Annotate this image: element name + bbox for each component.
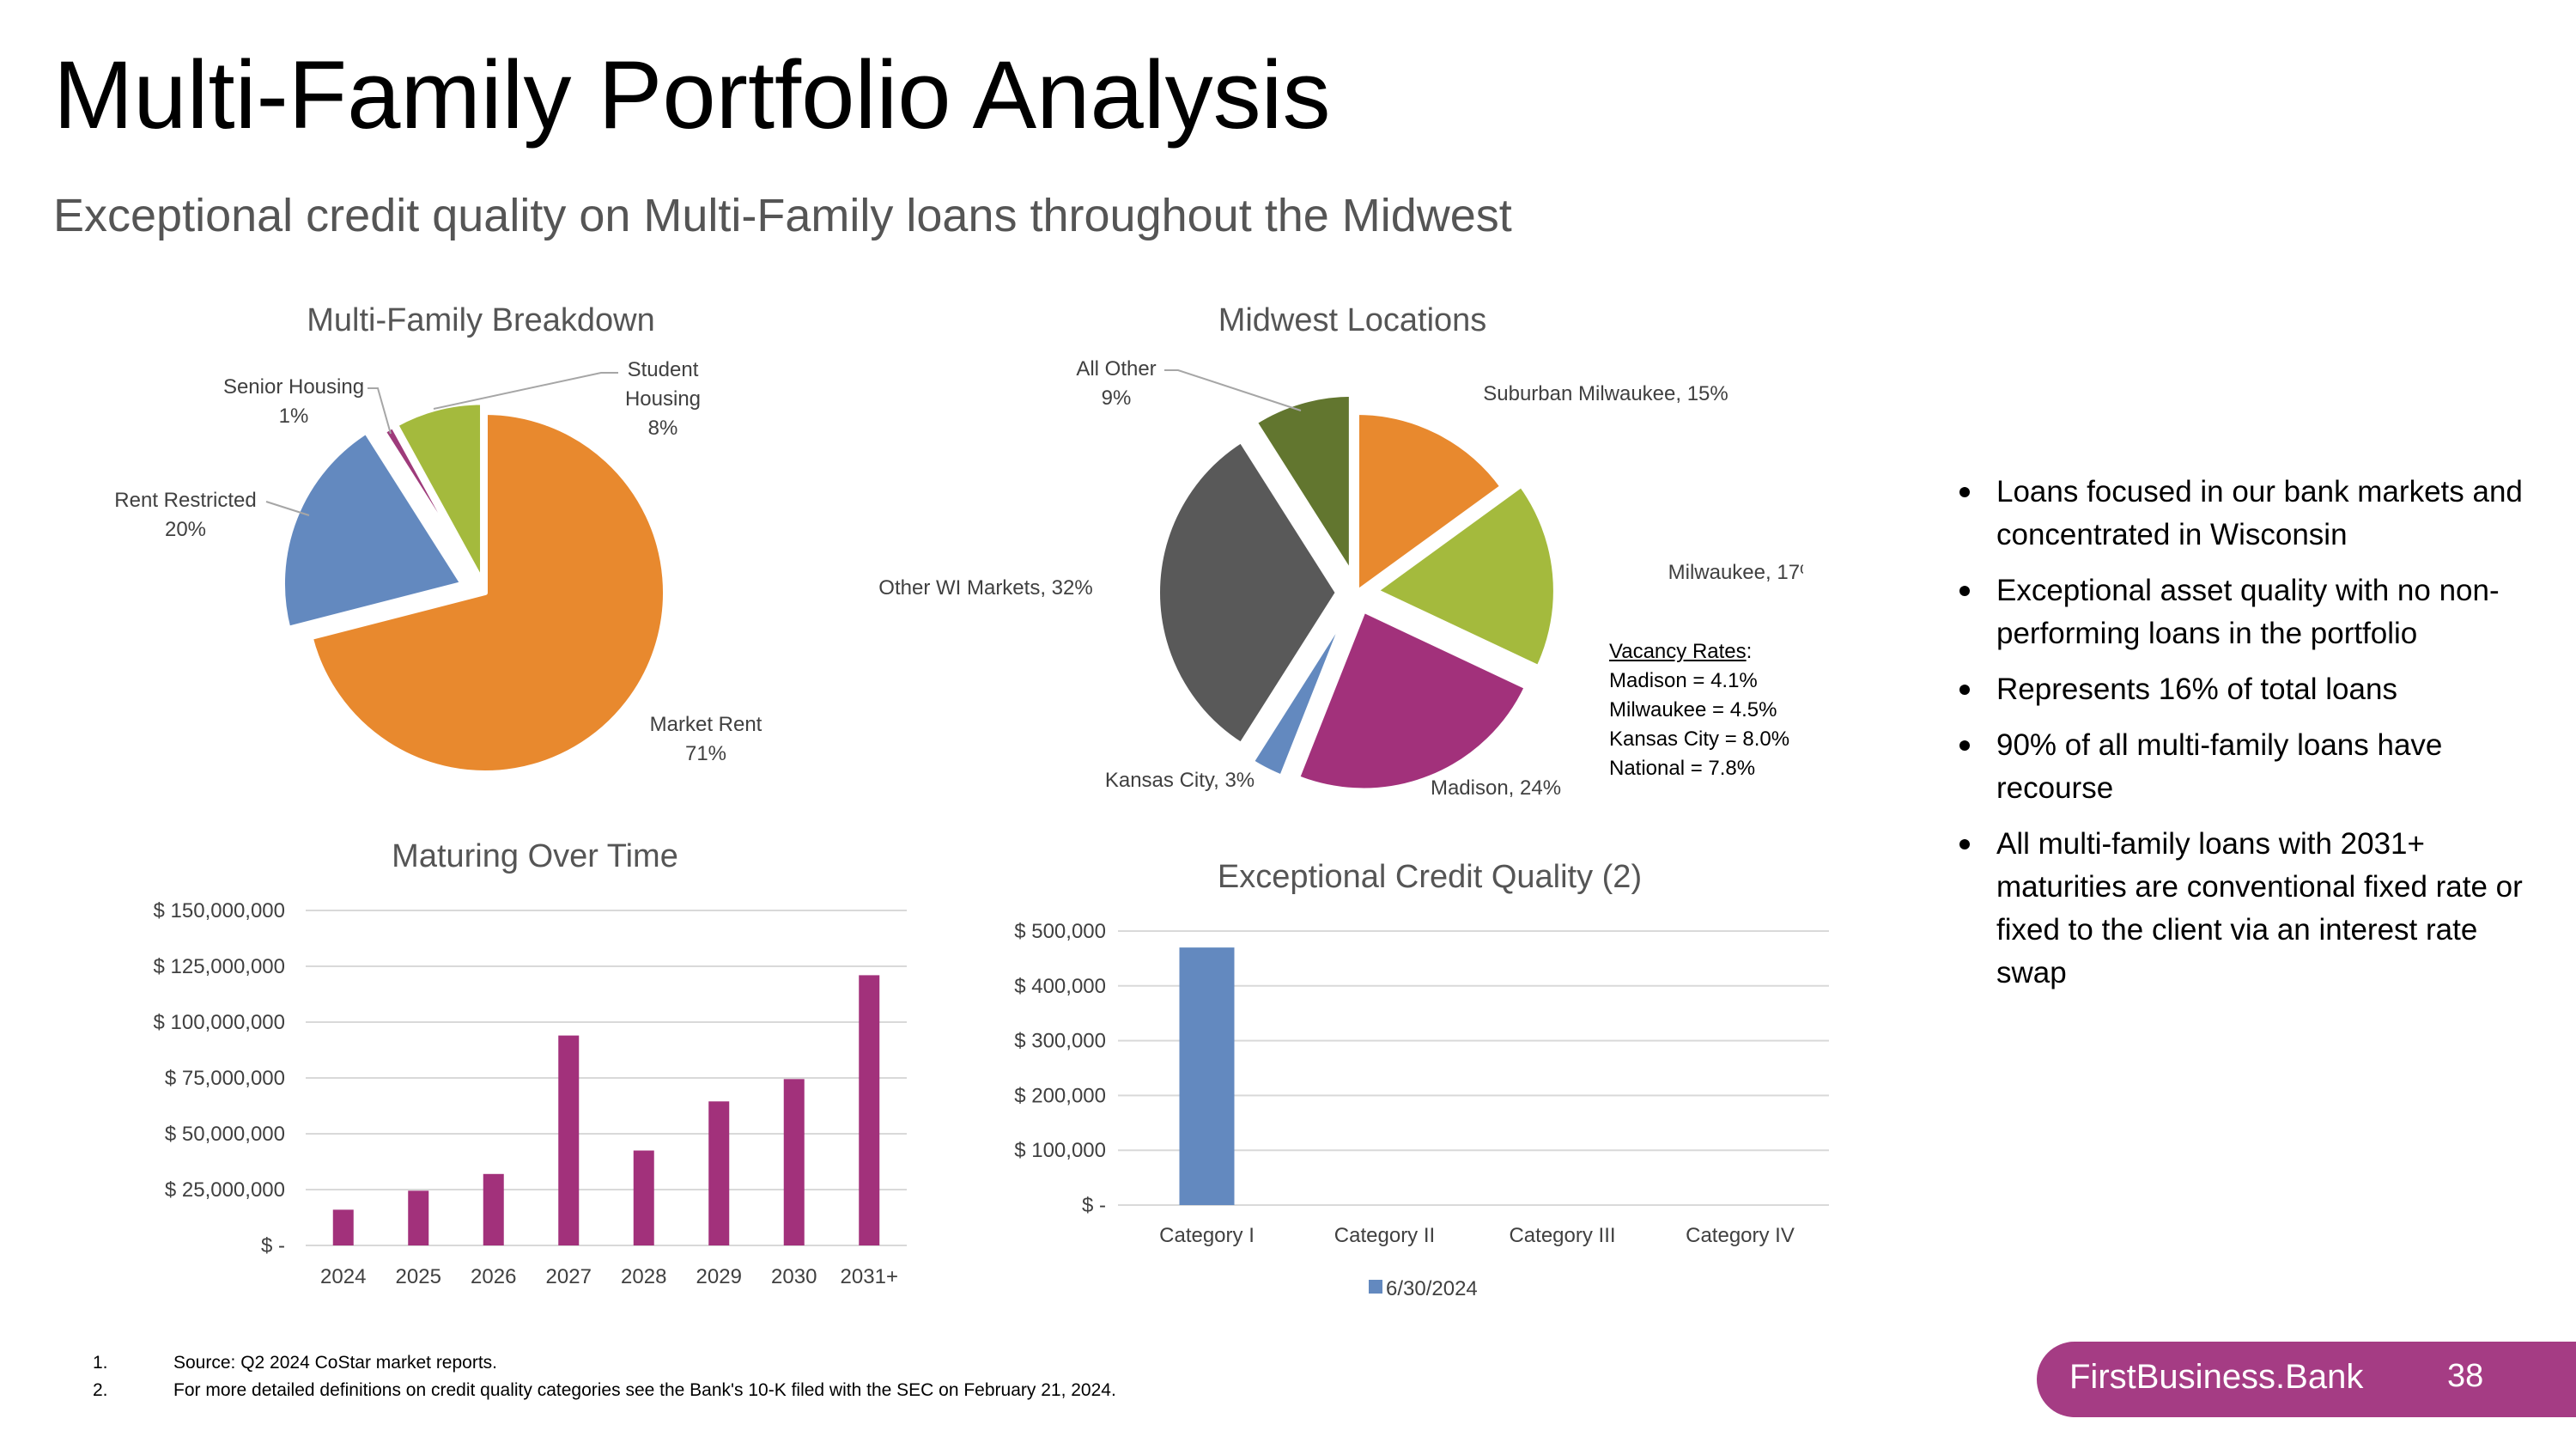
pie-data-label: 20% xyxy=(165,518,206,541)
pie-slice-market-rent xyxy=(307,410,668,776)
page-subtitle: Exceptional credit quality on Multi-Fami… xyxy=(53,190,1512,241)
pie-data-label: All Other xyxy=(1076,357,1156,381)
pie-data-label: Student xyxy=(628,358,699,381)
y-tick-label: $ 75,000,000 xyxy=(165,1067,285,1090)
x-tick-label: 2028 xyxy=(621,1265,666,1288)
bullet-dot-icon xyxy=(1959,487,1970,497)
y-tick-label: $ 200,000 xyxy=(1014,1084,1106,1107)
vacancy-line: Kansas City = 8.0% xyxy=(1609,728,1790,751)
y-tick-label: $ 25,000,000 xyxy=(165,1178,285,1202)
y-tick-label: $ 50,000,000 xyxy=(165,1123,285,1146)
page-number: 38 xyxy=(2447,1358,2484,1394)
pie-data-label: Housing xyxy=(625,387,701,411)
y-tick-label: $ 300,000 xyxy=(1014,1030,1106,1053)
pie-data-label: Suburban Milwaukee, 15% xyxy=(1483,382,1728,405)
x-tick-label: 2031+ xyxy=(841,1265,898,1288)
x-tick-label: Category II xyxy=(1334,1224,1435,1247)
pie-data-label: Milwaukee, 17% xyxy=(1668,561,1803,584)
bullet-dot-icon xyxy=(1959,685,1970,695)
bullet-dot-icon xyxy=(1959,740,1970,751)
bar-2025 xyxy=(408,1190,429,1245)
legend-label: 6/30/2024 xyxy=(1386,1277,1478,1300)
brand-bar: FirstBusiness.Bank 38 xyxy=(2037,1342,2576,1417)
vacancy-line: National = 7.8% xyxy=(1609,757,1756,780)
y-tick-label: $ - xyxy=(261,1234,285,1257)
pie-data-label: Market Rent xyxy=(650,713,762,736)
bar-category-i xyxy=(1179,947,1235,1205)
legend-swatch xyxy=(1369,1280,1382,1294)
y-tick-label: $ 500,000 xyxy=(1014,920,1106,943)
vacancy-line: Madison = 4.1% xyxy=(1609,669,1758,692)
brand-logo: FirstBusiness.Bank xyxy=(2069,1358,2364,1396)
pie-slice-milwaukee xyxy=(1372,482,1558,671)
footnotes: 1. Source: Q2 2024 CoStar market reports.… xyxy=(93,1349,1116,1404)
pie-data-label: 8% xyxy=(648,417,678,440)
bar-2028 xyxy=(633,1150,654,1245)
pie-data-label: 1% xyxy=(279,405,309,428)
x-tick-label: Category IV xyxy=(1686,1224,1795,1247)
x-tick-label: 2024 xyxy=(320,1265,366,1288)
bar1-title: Maturing Over Time xyxy=(392,838,678,874)
bar-2029 xyxy=(708,1101,730,1245)
pie2-title: Midwest Locations xyxy=(1218,302,1487,338)
key-points: Loans focused in our bank markets and co… xyxy=(1958,471,2524,1008)
pie-slice-all-other xyxy=(1252,391,1354,577)
pie-data-label: Other WI Markets, 32% xyxy=(878,576,1092,600)
pie-slice-rent-restricted xyxy=(280,429,465,631)
pie-slice-other-wi-markets xyxy=(1155,437,1340,748)
y-tick-label: $ 125,000,000 xyxy=(154,955,285,978)
bar-2024 xyxy=(332,1209,354,1245)
leader-line xyxy=(1164,369,1302,411)
vacancy-line: Milwaukee = 4.5% xyxy=(1609,698,1777,721)
pie-slice-senior-housing xyxy=(380,423,483,587)
footnote: 2. For more detailed definitions on credi… xyxy=(93,1380,1116,1400)
credit-quality-chart: $ - $ 100,000 $ 200,000 $ 300,000 $ 400,000 $… xyxy=(1014,920,1829,1300)
x-tick-label: 2025 xyxy=(396,1265,441,1288)
pie1-title: Multi-Family Breakdown xyxy=(307,302,655,338)
y-tick-label: $ 400,000 xyxy=(1014,975,1106,998)
bullet-dot-icon xyxy=(1959,839,1970,849)
pie-data-label: Madison, 24% xyxy=(1431,776,1561,800)
bullet-item: Represents 16% of total loans xyxy=(1958,668,2524,711)
bullet-dot-icon xyxy=(1959,586,1970,596)
midwest-locations-chart: Suburban Milwaukee, 15% Milwaukee, 17% Mad… xyxy=(878,357,1803,800)
leader-line xyxy=(265,501,310,516)
vacancy-heading: Vacancy Rates xyxy=(1609,640,1747,663)
bullet-item: Loans focused in our bank markets and co… xyxy=(1958,471,2524,557)
footnote: 1. Source: Q2 2024 CoStar market reports. xyxy=(93,1353,498,1373)
leader-line xyxy=(368,387,392,435)
pie-slice-madison xyxy=(1294,607,1530,794)
maturing-over-time-chart: $ - $ 25,000,000 $ 50,000,000 $ 75,000,000 $… xyxy=(154,899,907,1288)
bullet-item: Exceptional asset quality with no non-pe… xyxy=(1958,569,2524,655)
pie-slice-kansas-city xyxy=(1249,606,1352,780)
pie-data-label: Rent Restricted xyxy=(114,489,256,512)
bar-2027 xyxy=(558,1035,580,1245)
vacancy-rates-box: Vacancy Rates: Madison = 4.1% Milwaukee … xyxy=(1609,637,1789,783)
leader-line xyxy=(433,372,618,410)
pie-data-label: Kansas City, 3% xyxy=(1105,769,1255,792)
bar-2030 xyxy=(783,1079,805,1245)
bullet-item: All multi-family loans with 2031+ maturi… xyxy=(1958,823,2524,995)
y-tick-label: $ - xyxy=(1082,1194,1106,1217)
pie-data-label: 71% xyxy=(685,742,726,765)
x-tick-label: Category III xyxy=(1509,1224,1615,1247)
bullet-item: 90% of all multi-family loans have recou… xyxy=(1958,724,2524,810)
pie-slice-suburban-milwaukee xyxy=(1354,410,1505,595)
y-tick-label: $ 100,000,000 xyxy=(154,1011,285,1034)
y-tick-label: $ 100,000 xyxy=(1014,1139,1106,1162)
x-tick-label: 2029 xyxy=(696,1265,742,1288)
x-tick-label: 2027 xyxy=(546,1265,592,1288)
page-title: Multi-Family Portfolio Analysis xyxy=(53,41,1331,149)
bar2-title: Exceptional Credit Quality (2) xyxy=(1217,859,1643,895)
x-tick-label: 2026 xyxy=(471,1265,516,1288)
pie-data-label: Senior Housing xyxy=(223,375,364,399)
bar-2026 xyxy=(483,1173,504,1245)
x-tick-label: 2030 xyxy=(771,1265,817,1288)
bar-2031- xyxy=(859,975,880,1245)
x-tick-label: Category I xyxy=(1159,1224,1255,1247)
y-tick-label: $ 150,000,000 xyxy=(154,899,285,922)
multi-family-breakdown-chart: Market Rent 71% Rent Restricted 20% Senior H… xyxy=(114,358,762,776)
pie-data-label: 9% xyxy=(1102,387,1132,410)
